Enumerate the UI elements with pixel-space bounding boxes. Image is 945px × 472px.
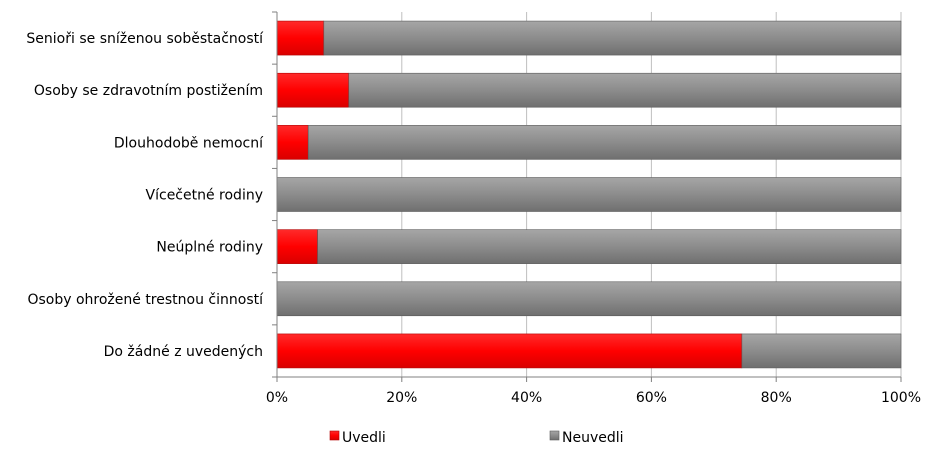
bar-segment-neuvedli (348, 72, 902, 108)
category-label: Vícečetné rodiny (146, 188, 263, 204)
legend: Uvedli Neuvedli (329, 430, 624, 446)
bar-segment-neuvedli (323, 20, 902, 56)
legend-swatch-neuvedli (549, 430, 560, 441)
category-label: Osoby se zdravotním postižením (34, 83, 263, 99)
legend-label: Uvedli (342, 430, 386, 446)
axes (272, 11, 902, 382)
category-labels: Senioři se sníženou soběstačností Osoby s… (26, 31, 264, 360)
x-tick-label: 20% (386, 390, 417, 406)
category-label: Senioři se sníženou soběstačností (26, 31, 264, 47)
x-tick-label: 100% (881, 390, 921, 406)
x-tick-label: 80% (761, 390, 792, 406)
x-tick-labels: 0% 20% 40% 60% 80% 100% (266, 390, 921, 406)
bar-segment-uvedli (276, 72, 350, 108)
bar-segment-neuvedli (741, 333, 902, 369)
legend-swatch-uvedli (329, 430, 340, 441)
category-label: Neúplné rodiny (156, 240, 263, 256)
x-tick-label: 0% (266, 390, 288, 406)
bar-segment-neuvedli (276, 177, 902, 212)
bar-segment-uvedli (276, 333, 743, 369)
category-label: Do žádné z uvedených (104, 344, 263, 360)
category-label: Dlouhodobě nemocní (114, 135, 264, 151)
bars (276, 20, 902, 369)
bar-segment-neuvedli (307, 125, 902, 160)
x-tick-label: 60% (636, 390, 667, 406)
bar-segment-uvedli (276, 125, 309, 160)
bar-segment-neuvedli (317, 229, 902, 264)
bar-segment-neuvedli (276, 281, 902, 317)
bar-segment-uvedli (276, 229, 318, 264)
bar-segment-uvedli (276, 20, 325, 56)
legend-label: Neuvedli (562, 430, 624, 446)
category-label: Osoby ohrožené trestnou činností (27, 292, 264, 308)
x-tick-label: 40% (511, 390, 542, 406)
